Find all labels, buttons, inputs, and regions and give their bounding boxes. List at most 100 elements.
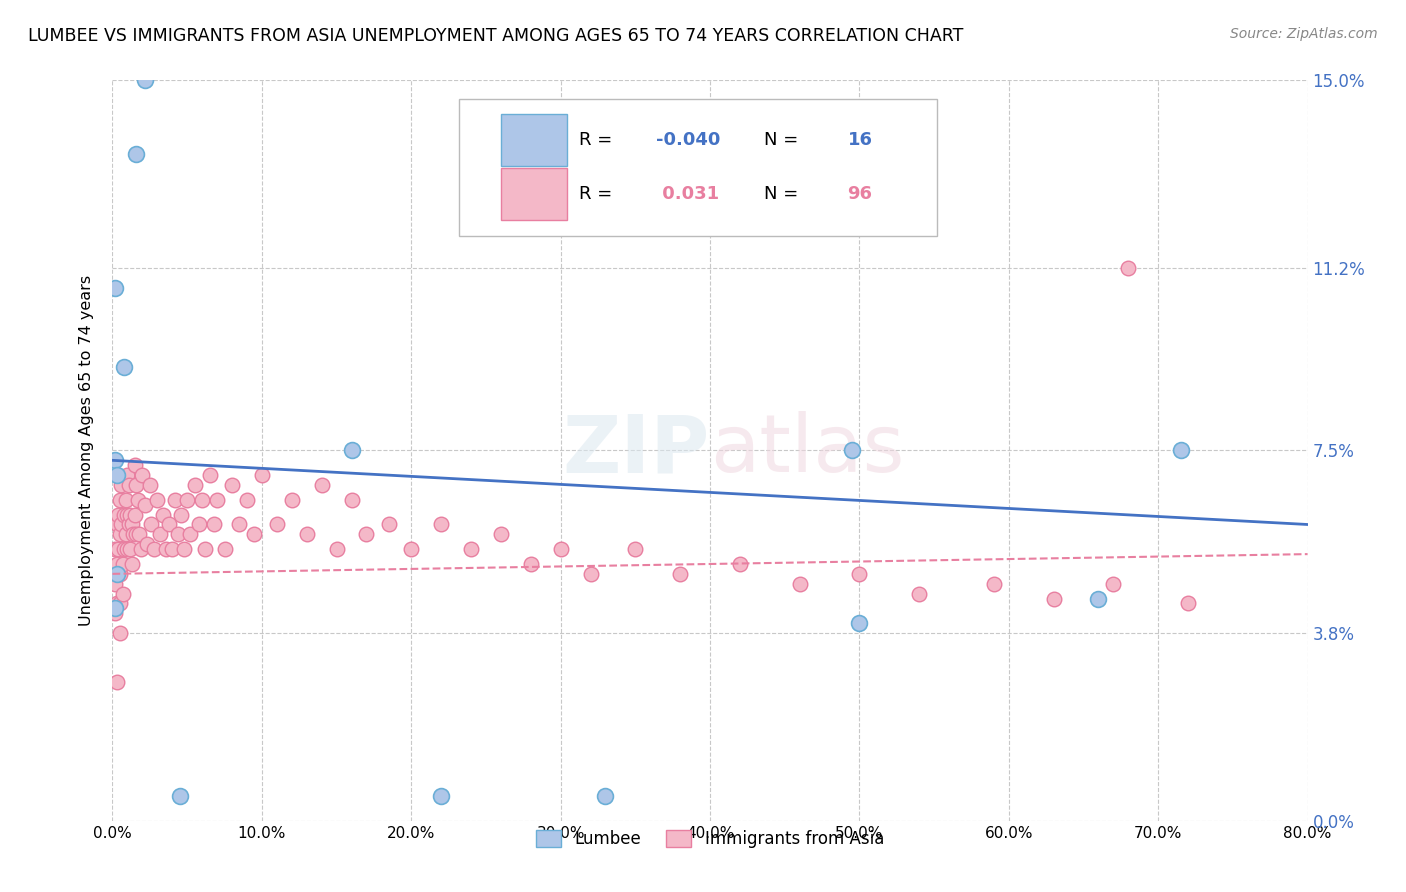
- Point: [266, 517, 288, 532]
- Point: [460, 542, 482, 557]
- Text: ZIP: ZIP: [562, 411, 710, 490]
- Point: [125, 147, 148, 161]
- Point: [135, 537, 157, 551]
- Point: [104, 607, 127, 621]
- Point: [104, 453, 127, 467]
- Point: [120, 508, 142, 522]
- Point: [669, 566, 692, 581]
- Text: -0.040: -0.040: [657, 131, 721, 149]
- Point: [1042, 591, 1064, 606]
- Point: [167, 527, 190, 541]
- Point: [198, 468, 221, 483]
- Point: [141, 517, 163, 532]
- Point: [114, 508, 135, 522]
- Point: [848, 566, 870, 581]
- Point: [152, 508, 174, 522]
- Point: [111, 586, 134, 600]
- Point: [127, 492, 149, 507]
- Point: [124, 458, 146, 473]
- Point: [105, 675, 128, 690]
- Point: [179, 527, 201, 541]
- Text: N =: N =: [763, 186, 804, 203]
- Point: [134, 498, 156, 512]
- Point: [1170, 443, 1192, 458]
- Point: [121, 517, 143, 532]
- Point: [430, 789, 453, 803]
- Point: [183, 478, 205, 492]
- Point: [236, 492, 259, 507]
- Point: [111, 557, 134, 571]
- Point: [110, 478, 132, 492]
- Point: [110, 517, 132, 532]
- Point: [728, 557, 751, 571]
- Point: [120, 542, 142, 557]
- Point: [221, 478, 243, 492]
- Point: [1177, 597, 1199, 611]
- Point: [169, 789, 191, 803]
- Text: LUMBEE VS IMMIGRANTS FROM ASIA UNEMPLOYMENT AMONG AGES 65 TO 74 YEARS CORRELATIO: LUMBEE VS IMMIGRANTS FROM ASIA UNEMPLOYM…: [28, 27, 963, 45]
- Point: [595, 789, 617, 803]
- Y-axis label: Unemployment Among Ages 65 to 74 years: Unemployment Among Ages 65 to 74 years: [79, 275, 94, 626]
- Point: [143, 542, 166, 557]
- Point: [194, 542, 217, 557]
- Point: [104, 576, 127, 591]
- Point: [105, 597, 128, 611]
- Point: [228, 517, 250, 532]
- Point: [205, 492, 228, 507]
- Point: [105, 468, 128, 483]
- Point: [108, 597, 131, 611]
- Point: [214, 542, 236, 557]
- Legend: Lumbee, Immigrants from Asia: Lumbee, Immigrants from Asia: [527, 822, 893, 856]
- Point: [311, 478, 333, 492]
- Point: [202, 517, 225, 532]
- Point: [108, 566, 131, 581]
- Text: 16: 16: [848, 131, 873, 149]
- Text: Source: ZipAtlas.com: Source: ZipAtlas.com: [1230, 27, 1378, 41]
- Point: [1087, 591, 1109, 606]
- Point: [104, 280, 127, 294]
- Point: [124, 508, 146, 522]
- Point: [134, 73, 156, 87]
- Text: 96: 96: [848, 186, 873, 203]
- Point: [104, 601, 127, 615]
- Point: [188, 517, 211, 532]
- Point: [107, 542, 129, 557]
- Point: [108, 492, 131, 507]
- Text: R =: R =: [579, 186, 617, 203]
- Point: [848, 616, 870, 631]
- Point: [114, 542, 135, 557]
- Point: [841, 443, 863, 458]
- Point: [550, 542, 572, 557]
- Point: [117, 542, 139, 557]
- Text: N =: N =: [763, 131, 804, 149]
- Point: [117, 468, 139, 483]
- Point: [125, 527, 148, 541]
- Point: [157, 517, 180, 532]
- Point: [146, 492, 169, 507]
- Point: [117, 508, 139, 522]
- Point: [624, 542, 647, 557]
- Point: [401, 542, 423, 557]
- Point: [191, 492, 214, 507]
- Point: [105, 557, 128, 571]
- Point: [125, 478, 148, 492]
- Bar: [501, 169, 567, 220]
- Text: R =: R =: [579, 131, 617, 149]
- Bar: [501, 114, 567, 166]
- Point: [356, 527, 378, 541]
- Point: [107, 508, 129, 522]
- Point: [118, 517, 141, 532]
- Point: [115, 492, 138, 507]
- FancyBboxPatch shape: [458, 99, 938, 235]
- Point: [115, 527, 138, 541]
- Text: atlas: atlas: [710, 411, 904, 490]
- Point: [105, 517, 128, 532]
- Point: [114, 359, 135, 374]
- Point: [131, 468, 153, 483]
- Point: [340, 443, 363, 458]
- Text: 0.031: 0.031: [657, 186, 720, 203]
- Point: [155, 542, 177, 557]
- Point: [340, 492, 363, 507]
- Point: [908, 586, 931, 600]
- Point: [121, 557, 143, 571]
